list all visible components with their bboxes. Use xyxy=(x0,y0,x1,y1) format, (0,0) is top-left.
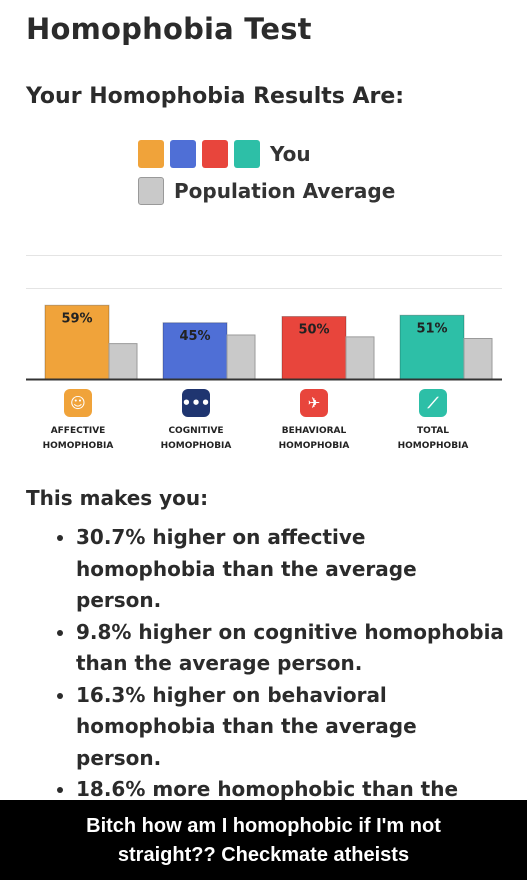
legend-swatch-cognitive xyxy=(170,140,196,168)
speech-bubble-icon: ••• xyxy=(182,389,210,417)
bar-you-1 xyxy=(162,322,228,380)
category-label-line1: COGNITIVE xyxy=(168,426,224,436)
result-cognitive: 9.8% higher on cognitive homophobia than… xyxy=(76,617,506,680)
bar-value-label: 59% xyxy=(61,311,92,326)
category-label-line2: HOMOPHOBIA xyxy=(42,441,114,451)
category-label-line2: HOMOPHOBIA xyxy=(160,441,232,451)
bar-population-0 xyxy=(108,343,138,380)
result-behavioral: 16.3% higher on behavioral homophobia th… xyxy=(76,680,506,775)
bar-population-2 xyxy=(345,336,375,380)
category-label-line1: TOTAL xyxy=(417,426,449,436)
legend-you-label: You xyxy=(270,142,311,166)
divider-grid xyxy=(26,288,502,289)
mask-icon: ☺ xyxy=(64,389,92,417)
running-person-icon: ✈ xyxy=(300,389,328,417)
legend-population: Population Average xyxy=(138,175,395,207)
meme-caption: Bitch how am I homophobic if I'm not str… xyxy=(0,800,527,880)
category-label: BEHAVIORAL HOMOPHOBIA xyxy=(259,424,369,454)
category-label: COGNITIVE HOMOPHOBIA xyxy=(141,424,251,454)
category-label-line1: AFFECTIVE xyxy=(50,426,106,436)
caption-line-1: Bitch how am I homophobic if I'm not xyxy=(86,815,441,837)
results-heading: Your Homophobia Results Are: xyxy=(26,84,405,109)
category-label-line2: HOMOPHOBIA xyxy=(278,441,350,451)
category-label: TOTAL HOMOPHOBIA xyxy=(378,424,488,454)
makes-you-heading: This makes you: xyxy=(26,486,209,510)
bar-value-label: 45% xyxy=(179,329,210,344)
bar-value-label: 50% xyxy=(298,323,329,338)
legend-swatch-behavioral xyxy=(202,140,228,168)
caption-line-2: straight?? Checkmate atheists xyxy=(117,844,410,866)
category-label-line2: HOMOPHOBIA xyxy=(397,441,469,451)
legend-you: You xyxy=(138,138,395,170)
chart-legend: You Population Average xyxy=(138,138,395,212)
category-label-line1: BEHAVIORAL xyxy=(281,426,347,436)
legend-population-label: Population Average xyxy=(174,179,396,203)
divider-top xyxy=(26,255,502,256)
bar-value-label: 51% xyxy=(416,321,447,336)
bar-population-3 xyxy=(463,338,493,380)
legend-swatch-affective xyxy=(138,140,164,168)
legend-swatch-total xyxy=(234,140,260,168)
page-title: Homophobia Test xyxy=(26,12,312,46)
category-label: AFFECTIVE HOMOPHOBIA xyxy=(23,424,133,454)
line-graph-icon: ⟋ xyxy=(419,389,447,417)
bar-population-1 xyxy=(226,334,256,380)
bar-chart: 59% 45% 50% 51% xyxy=(26,304,502,381)
result-list: 30.7% higher on affective homophobia tha… xyxy=(50,522,506,837)
legend-swatch-population xyxy=(138,177,164,205)
result-affective: 30.7% higher on affective homophobia tha… xyxy=(76,522,506,617)
